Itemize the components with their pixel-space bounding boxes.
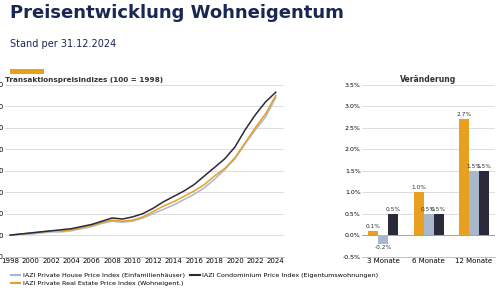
Bar	[414, 192, 424, 235]
Text: Preisentwicklung Wohneigentum: Preisentwicklung Wohneigentum	[10, 4, 344, 22]
Text: 2.7%: 2.7%	[456, 112, 471, 117]
Text: -0.2%: -0.2%	[374, 245, 392, 250]
Bar	[479, 171, 489, 235]
Text: Stand per 31.12.2024: Stand per 31.12.2024	[10, 39, 116, 49]
Bar	[388, 214, 398, 235]
Legend: IAZI Private House Price Index (Einfamilienhäuser), IAZI Private Real Estate Pri: IAZI Private House Price Index (Einfamil…	[8, 270, 381, 289]
Bar	[368, 231, 378, 235]
Text: 0.1%: 0.1%	[366, 224, 380, 229]
FancyBboxPatch shape	[10, 69, 44, 74]
Bar	[424, 214, 434, 235]
Bar	[469, 171, 479, 235]
Bar	[434, 214, 444, 235]
Bar	[459, 119, 469, 235]
Text: 0.5%: 0.5%	[386, 207, 400, 212]
Text: 1.5%: 1.5%	[466, 164, 481, 169]
Title: Veränderung: Veränderung	[400, 75, 456, 84]
Text: 0.5%: 0.5%	[421, 207, 436, 212]
Text: 1.0%: 1.0%	[411, 185, 426, 190]
Text: 0.5%: 0.5%	[431, 207, 446, 212]
Text: Transaktionspreisindizes (100 = 1998): Transaktionspreisindizes (100 = 1998)	[5, 77, 163, 83]
Bar	[378, 235, 388, 244]
Text: 1.5%: 1.5%	[476, 164, 492, 169]
